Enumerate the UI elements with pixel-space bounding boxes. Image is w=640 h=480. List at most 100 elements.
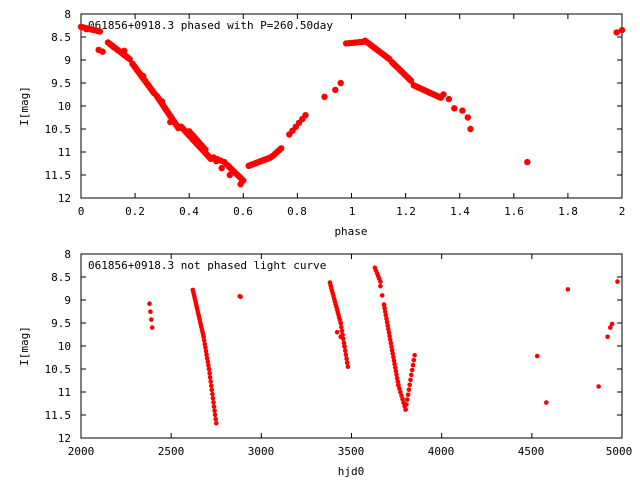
unphased-data-point [405, 392, 411, 398]
unphased-data-point [207, 370, 212, 376]
unphased-x-ticks: 2000 2500 3000 3500 4000 4500 5000 [68, 445, 633, 458]
phased-y-axis-title: I[mag] [18, 86, 31, 126]
unphased-data-point [387, 337, 393, 342]
phased-data-point [524, 158, 531, 166]
phased-x-ticks: 0 0.2 0.4 0.6 0.8 1 1.2 1.4 1.6 1.8 2 [78, 205, 626, 218]
unphased-x-tick-label: 4000 [428, 445, 455, 458]
unphased-y-tick-label: 11 [58, 386, 71, 399]
phased-data-point [218, 164, 225, 172]
unphased-data-point [409, 367, 415, 373]
phased-plot-title: 061856+0918.3 phased with P=260.50day [88, 19, 333, 32]
unphased-data-point [238, 294, 243, 300]
phased-y-tick-label: 10 [58, 100, 71, 113]
unphased-data-point [395, 379, 401, 384]
unphased-data-point [384, 319, 390, 325]
unphased-data-point [345, 364, 351, 370]
unphased-data-point [384, 316, 389, 321]
unphased-data-point [393, 368, 399, 374]
unphased-data-point [397, 386, 402, 391]
unphased-data-point [206, 363, 211, 368]
unphased-y-tick-label: 12 [58, 432, 71, 445]
unphased-data-point [406, 387, 412, 393]
unphased-data-point [203, 345, 208, 350]
unphased-data-point [408, 377, 413, 383]
phased-x-tick-label: 1.6 [504, 205, 524, 218]
unphased-data-point [204, 356, 210, 361]
unphased-x-axis-title: hjd0 [338, 465, 365, 478]
phased-data-point [167, 118, 174, 126]
phased-data-point [99, 48, 106, 55]
phased-data-point [302, 112, 309, 119]
unphased-data-point [379, 293, 385, 298]
unphased-x-tick-label: 4500 [518, 445, 545, 458]
phased-x-tick-label: 2 [619, 205, 626, 218]
unphased-data-point [207, 375, 213, 380]
unphased-data-point [382, 309, 388, 314]
unphased-data-point [544, 400, 549, 405]
unphased-data-points [147, 265, 620, 426]
unphased-data-point [394, 375, 400, 381]
unphased-data-point [608, 325, 613, 330]
unphased-x-tick-label: 5000 [606, 445, 633, 458]
phased-data-point [440, 91, 447, 98]
phased-data-point [467, 125, 474, 133]
unphased-data-point [338, 320, 344, 326]
phased-x-tick-label: 0.4 [179, 205, 199, 218]
unphased-data-point [212, 408, 217, 414]
phased-data-point [278, 145, 285, 152]
unphased-y-tick-label: 9.5 [51, 317, 71, 330]
phased-data-point [226, 171, 233, 179]
unphased-data-point [339, 324, 344, 330]
unphased-data-point [400, 396, 405, 402]
unphased-data-point [378, 283, 383, 289]
phased-y-tick-label: 8.5 [51, 31, 71, 44]
phased-x-tick-label: 1 [349, 205, 356, 218]
unphased-data-point [407, 382, 413, 388]
unphased-data-point [392, 361, 397, 367]
phased-data-point [321, 93, 328, 101]
unphased-data-point [338, 334, 344, 340]
unphased-data-point [208, 379, 213, 384]
unphased-y-axis-title: I[mag] [18, 326, 31, 366]
unphased-data-point [214, 421, 219, 426]
phased-x-tick-label: 0.6 [233, 205, 253, 218]
unphased-data-point [386, 330, 392, 335]
unphased-data-point [390, 351, 396, 356]
unphased-data-point [210, 395, 216, 401]
unphased-y-tick-label: 8.5 [51, 271, 71, 284]
unphased-data-point [388, 340, 394, 346]
unphased-data-point [203, 348, 209, 354]
unphased-data-point [389, 347, 395, 353]
unphased-x-tick-label: 2500 [158, 445, 185, 458]
phased-x-tick-label: 1.8 [558, 205, 578, 218]
unphased-data-point [391, 358, 397, 363]
unphased-tick-marks [80, 253, 623, 439]
phased-data-points [77, 23, 626, 188]
phased-y-ticks: 8 8.5 9 9.5 10 10.5 11 11.5 12 [45, 8, 72, 205]
unphased-y-ticks: 8 8.5 9 9.5 10 10.5 11 11.5 12 [45, 248, 72, 445]
unphased-data-point [410, 362, 416, 368]
unphased-data-point [211, 404, 217, 409]
phased-x-tick-label: 0.8 [287, 205, 307, 218]
unphased-data-point [403, 407, 408, 412]
unphased-data-point [404, 402, 409, 407]
unphased-data-point [534, 353, 540, 359]
phased-data-point [337, 79, 344, 87]
unphased-data-point [213, 416, 218, 422]
unphased-data-point [393, 365, 398, 370]
unphased-y-tick-label: 8 [64, 248, 71, 261]
phased-data-point [459, 107, 466, 114]
phased-x-tick-label: 1.2 [396, 205, 416, 218]
unphased-data-point [596, 384, 601, 389]
phased-data-point [464, 114, 471, 121]
unphased-data-point [210, 391, 215, 397]
unphased-data-point [343, 352, 349, 358]
unphased-data-point [148, 309, 153, 315]
unphased-data-point [378, 279, 383, 284]
unphased-data-point [204, 352, 209, 358]
unphased-data-point [609, 321, 615, 327]
phased-data-point [83, 26, 90, 33]
phased-data-point [332, 86, 339, 94]
phased-data-point [445, 95, 453, 103]
unphased-data-point [386, 326, 391, 332]
